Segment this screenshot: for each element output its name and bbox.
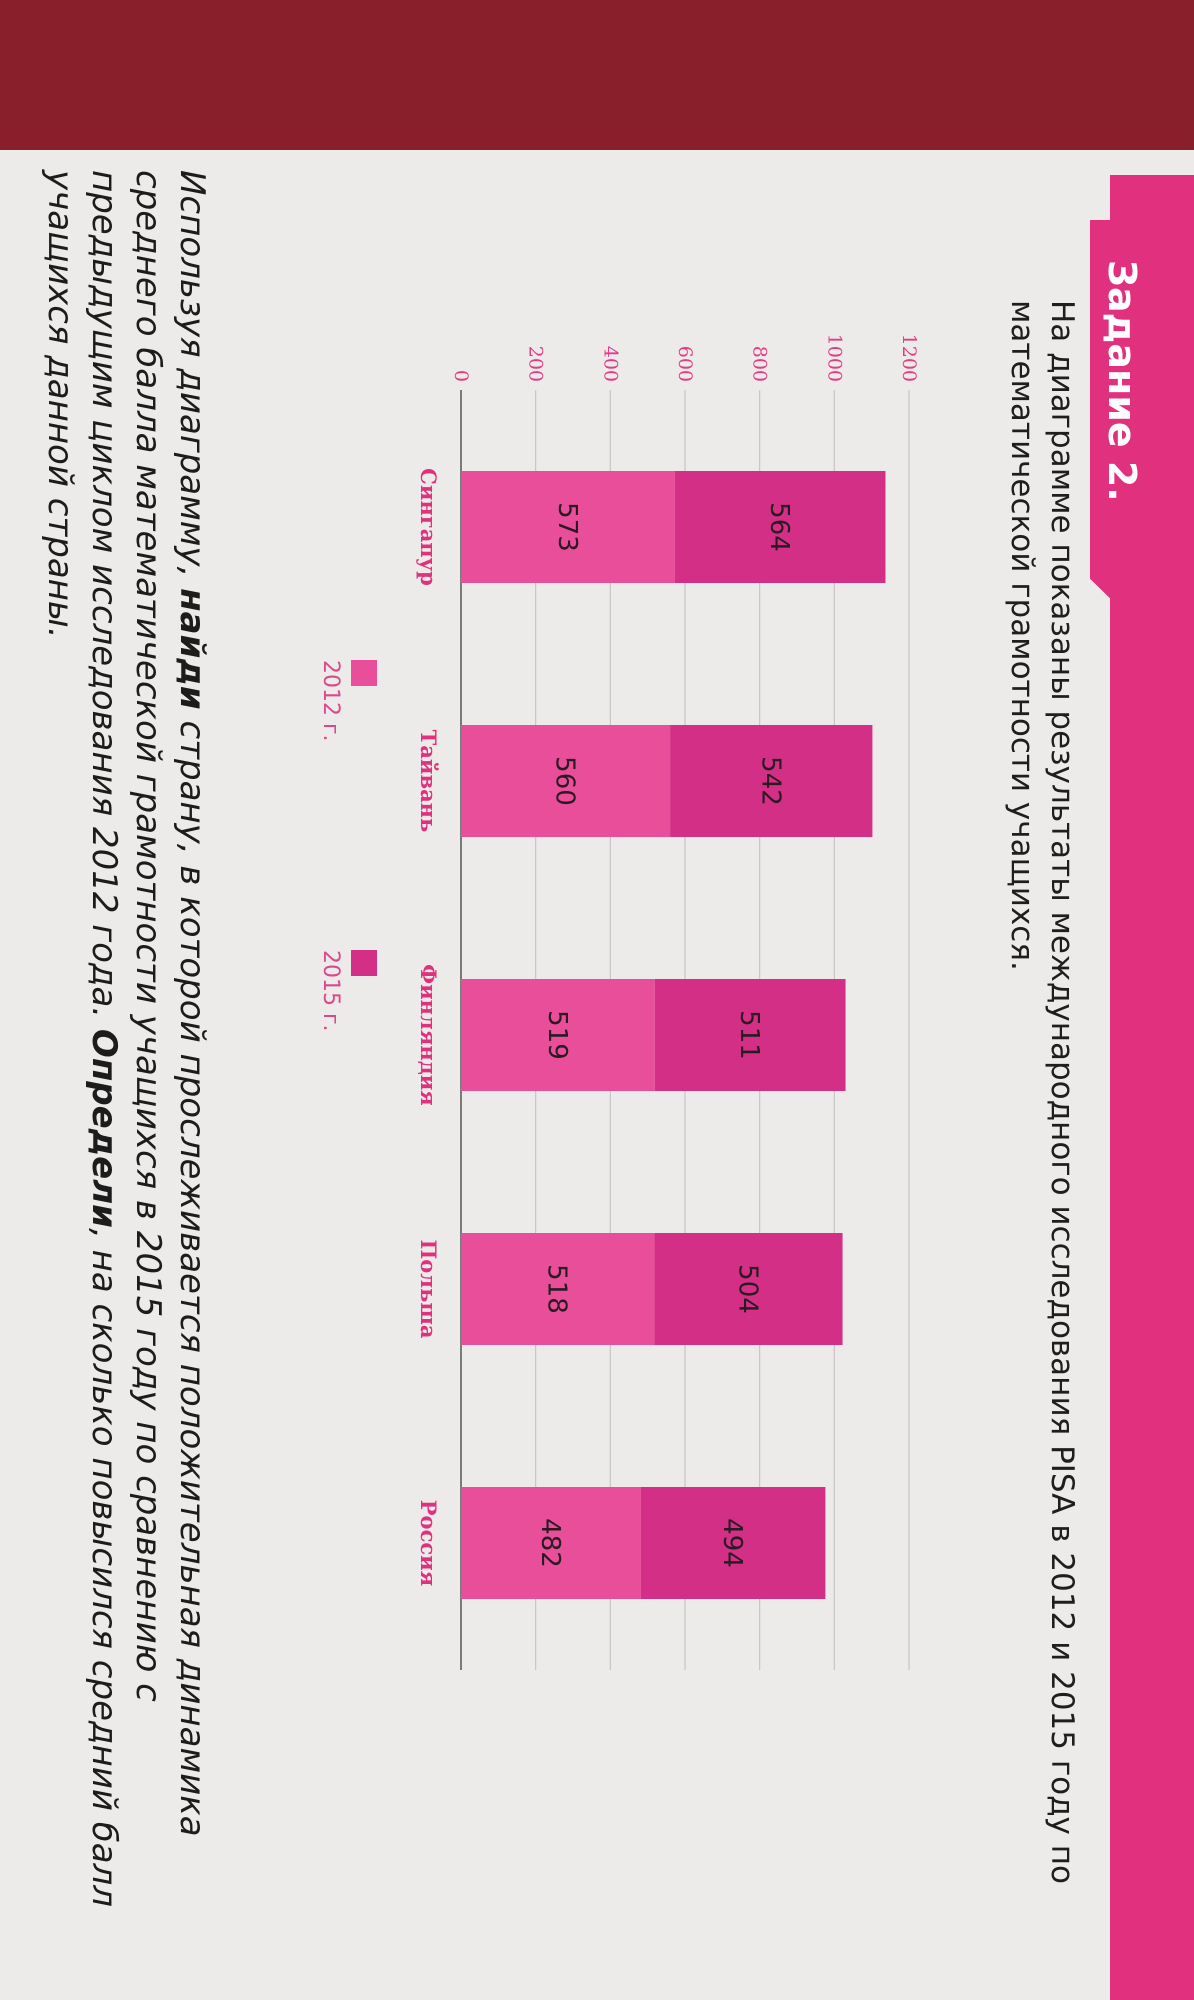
y-axis-ticks: 0 200 400 600 800 1000 1200 [450,334,920,382]
value-label-2012: 573 [552,502,582,552]
y-tick-label: 800 [749,346,771,382]
chart-legend: 2012 г. 2015 г. [318,660,377,1032]
y-tick-label: 400 [599,346,621,382]
category-label: Финляндия [416,964,441,1106]
data-labels: 573 564 560 542 519 511 518 504 482 494 [535,502,794,1568]
bar-2015 [640,1487,826,1599]
category-label: Россия [416,1500,441,1586]
legend-swatch [351,660,377,686]
value-label-2012: 519 [542,1010,572,1060]
x-axis-labels: Сингапур Тайвань Финляндия Польша Россия [416,468,441,1586]
bar-2015 [670,725,873,837]
bar-2012 [460,1487,641,1599]
value-label-2015: 494 [717,1518,747,1568]
bar-2012 [460,1233,655,1345]
legend-swatch [351,950,377,976]
y-tick-label: 0 [450,370,472,382]
category-label: Сингапур [416,468,441,586]
value-label-2012: 560 [550,756,580,806]
task-text-part: Используя диаграмму, [172,170,212,589]
task-text-bold: Определи [84,1028,124,1228]
bar-2015 [654,979,846,1091]
bar-2012 [460,471,675,583]
value-label-2015: 504 [732,1264,762,1314]
y-tick-label: 200 [525,346,547,382]
legend-label: 2012 г. [318,660,343,742]
value-label-2012: 482 [535,1518,565,1568]
value-label-2015: 511 [734,1010,764,1060]
y-tick-label: 600 [674,346,696,382]
bar-2015 [654,1233,843,1345]
bar-2012 [460,725,671,837]
category-label: Польша [416,1239,441,1338]
value-label-2015: 542 [755,756,785,806]
y-tick-label: 1000 [823,334,845,382]
legend-label: 2015 г. [318,950,343,1032]
bar-2012 [461,979,655,1091]
bar-2015 [674,471,886,583]
task-text-bold: найди [172,588,212,710]
chart-bars [460,471,886,1599]
task-text: Используя диаграмму, найди страну, в кот… [38,170,214,1950]
category-label: Тайвань [416,730,441,833]
value-label-2015: 564 [764,502,794,552]
value-label-2012: 518 [542,1264,572,1314]
y-tick-label: 1200 [898,334,920,382]
